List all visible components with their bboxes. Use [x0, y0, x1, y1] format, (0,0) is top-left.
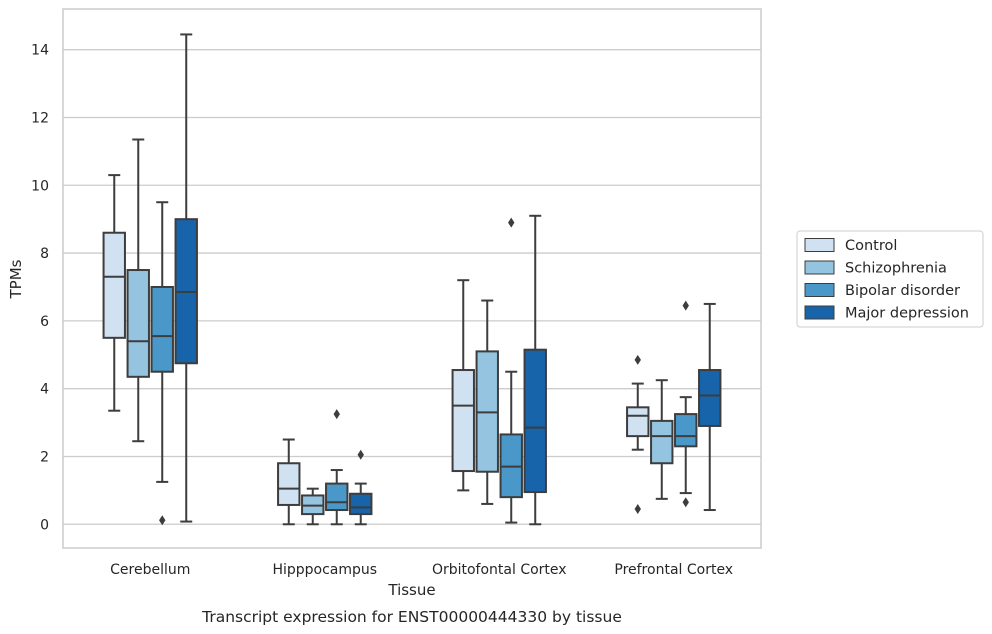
- legend-frame: [796, 230, 984, 328]
- legend-swatch: [804, 283, 835, 297]
- box-0-2: [451, 279, 475, 492]
- x-axis-label: Tissue: [387, 581, 435, 599]
- y-tick-label: 14: [31, 43, 49, 59]
- box-1-3: [650, 379, 674, 500]
- outlier-point: [682, 300, 689, 311]
- box-3-1: [349, 449, 373, 526]
- box-1-1: [301, 487, 325, 526]
- outlier-point: [682, 497, 689, 508]
- y-tick-label: 6: [40, 314, 49, 330]
- x-tick-label: Orbitofontal Cortex: [432, 562, 567, 578]
- box-body: [277, 462, 301, 506]
- box-body: [626, 406, 650, 438]
- boxes: [102, 33, 722, 526]
- y-tick-label: 8: [40, 246, 49, 262]
- y-tick-label: 0: [40, 517, 49, 533]
- box-3-3: [698, 302, 722, 512]
- y-tick-label: 4: [40, 382, 49, 398]
- box-0-0: [102, 174, 126, 412]
- x-tick-label: Prefrontal Cortex: [614, 562, 733, 578]
- box-body: [674, 413, 698, 448]
- outlier-point: [508, 217, 515, 228]
- y-tick-label: 10: [31, 178, 49, 194]
- y-axis-label: TPMs: [7, 259, 25, 299]
- outlier-point: [333, 409, 340, 420]
- plot-frame: [62, 8, 762, 549]
- box-body: [523, 348, 547, 494]
- box-body: [126, 269, 150, 378]
- legend-label: Major depression: [845, 306, 969, 322]
- box-0-3: [626, 354, 650, 515]
- legend-swatch: [804, 238, 835, 252]
- x-tick-label: Hipppocampus: [272, 562, 377, 578]
- box-body: [102, 231, 126, 339]
- legend-swatch: [804, 260, 835, 275]
- legend-swatch: [804, 305, 835, 320]
- outlier-point: [159, 515, 166, 526]
- box-body: [325, 482, 349, 512]
- box-3-0: [174, 33, 198, 523]
- box-3-2: [523, 214, 547, 526]
- box-1-0: [126, 138, 150, 443]
- outlier-point: [634, 504, 641, 515]
- legend-label: Schizophrenia: [845, 261, 947, 277]
- x-tick-labels: Cerebellum Hipppocampus Orbitofontal Corte…: [110, 562, 733, 578]
- box-2-1: [325, 409, 349, 526]
- chart-caption: Transcript expression for ENST0000044433…: [201, 608, 622, 626]
- y-tick-labels: 0 2 4 6 8 10 12 14: [31, 43, 49, 534]
- box-2-0: [150, 201, 174, 526]
- box-body: [650, 419, 674, 465]
- y-tick-label: 12: [31, 110, 49, 126]
- x-tick-label: Cerebellum: [110, 562, 190, 578]
- legend-label: Bipolar disorder: [845, 283, 960, 299]
- box-2-3: [674, 300, 698, 508]
- box-body: [150, 285, 174, 373]
- legend: Control Schizophrenia Bipolar disorder Majo…: [796, 230, 984, 328]
- box-body: [349, 492, 373, 516]
- outlier-point: [357, 449, 364, 460]
- box-body: [451, 369, 475, 473]
- box-1-2: [475, 299, 499, 505]
- legend-label: Control: [845, 238, 897, 254]
- y-tick-label: 2: [40, 449, 49, 465]
- outlier-point: [634, 354, 641, 365]
- box-body: [698, 369, 722, 427]
- box-2-2: [499, 217, 523, 524]
- box-0-1: [277, 438, 301, 526]
